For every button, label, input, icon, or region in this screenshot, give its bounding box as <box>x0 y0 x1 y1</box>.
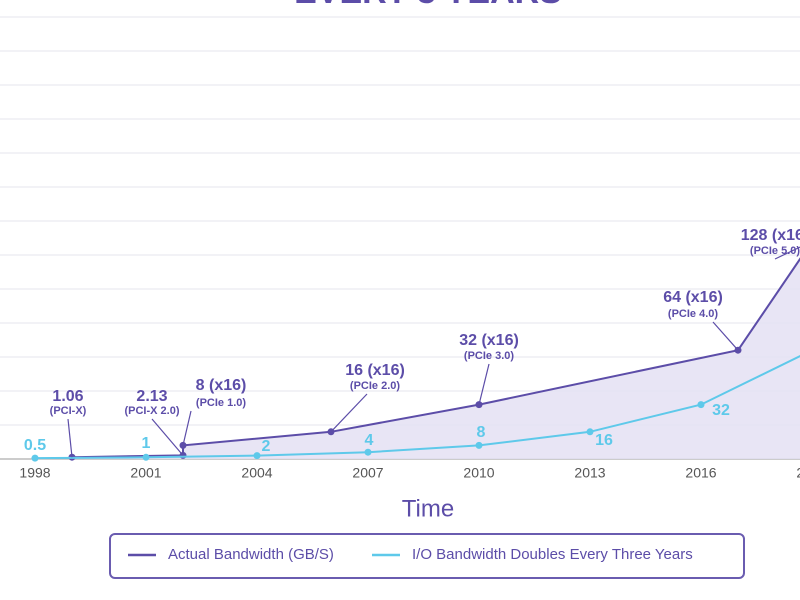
sub-label: (PCI-X 2.0) <box>124 405 179 417</box>
value-label: 64 (x16) <box>663 289 723 306</box>
x-axis-label: Time <box>402 495 454 522</box>
value-label: 16 (x16) <box>345 362 405 379</box>
point <box>142 453 150 461</box>
x-tick-label: 2013 <box>574 465 605 481</box>
legend-box <box>109 533 745 579</box>
series-line <box>34 354 800 460</box>
x-tick-label: 1998 <box>19 465 50 481</box>
x-tick-label: 2004 <box>241 465 272 481</box>
legend-label: I/O Bandwidth Doubles Every Three Years <box>412 546 693 563</box>
leader-line <box>478 363 490 405</box>
legend-label: Actual Bandwidth (GB/S) <box>168 546 334 563</box>
sub-label: (PCIe 5.0) <box>750 245 800 257</box>
x-tick-label: 2016 <box>685 465 716 481</box>
leader-line <box>67 418 73 458</box>
value-label: 2 <box>262 438 271 455</box>
x-tick-label: 2010 <box>463 465 494 481</box>
value-label: 4 <box>365 432 374 449</box>
point <box>364 448 372 456</box>
sub-label: (PCIe 1.0) <box>196 397 246 409</box>
value-label: 1.06 <box>52 388 83 405</box>
sub-label: (PCI-X) <box>50 405 87 417</box>
value-label: 16 <box>595 432 613 449</box>
leader-line <box>774 246 800 260</box>
value-label: 8 (x16) <box>196 377 247 394</box>
value-label: 128 (x16) <box>741 227 800 244</box>
sub-label: (PCIe 4.0) <box>668 308 718 320</box>
value-label: 8 <box>477 424 486 441</box>
sub-label: (PCIe 3.0) <box>464 350 514 362</box>
area <box>72 259 800 459</box>
value-label: 32 <box>712 402 730 419</box>
leader-line <box>151 418 184 456</box>
leader-line <box>330 393 368 433</box>
point <box>586 428 594 436</box>
point <box>475 441 483 449</box>
point <box>697 401 705 409</box>
value-label: 0.5 <box>24 437 46 454</box>
leader-line <box>712 321 739 351</box>
point <box>31 454 39 462</box>
x-tick-label: 2007 <box>352 465 383 481</box>
sub-label: (PCIe 2.0) <box>350 380 400 392</box>
chart-title: EVERY 3 YEARS <box>294 0 562 11</box>
x-tick-label: 2019 <box>796 465 800 481</box>
point <box>253 452 261 460</box>
x-tick-label: 2001 <box>130 465 161 481</box>
leader-line <box>182 410 192 446</box>
value-label: 32 (x16) <box>459 332 519 349</box>
value-label: 2.13 <box>136 388 167 405</box>
value-label: 1 <box>142 435 151 452</box>
